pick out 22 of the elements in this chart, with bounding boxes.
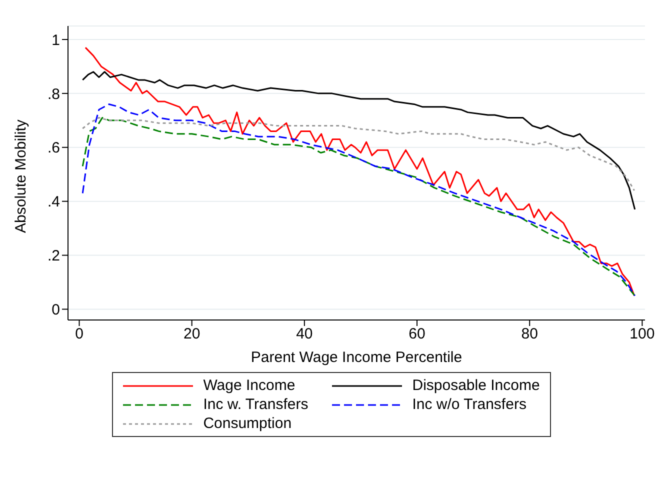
x-tick-label: 100 [630, 326, 655, 343]
legend-label: Consumption [203, 415, 292, 432]
line-series [82, 116, 636, 192]
line-series [84, 46, 636, 296]
y-tick-label: .2 [47, 248, 60, 265]
y-tick-label: .6 [47, 140, 60, 157]
x-tick-label: 40 [296, 326, 313, 343]
y-tick-label: 1 [52, 32, 60, 49]
legend-label: Disposable Income [412, 377, 540, 394]
legend-label: Inc w/o Transfers [412, 396, 526, 413]
x-tick-label: 20 [184, 326, 200, 343]
y-tick-label: 0 [52, 302, 60, 319]
x-tick-label: 60 [408, 326, 426, 343]
y-tick-label: .4 [47, 194, 60, 211]
x-tick-label: 0 [75, 326, 84, 343]
legend-label: Inc w. Transfers [203, 396, 308, 413]
legend-label: Wage Income [203, 377, 296, 394]
x-axis-title: Parent Wage Income Percentile [250, 349, 462, 366]
y-tick-label: .8 [47, 86, 60, 103]
y-axis-title: Absolute Mobility [12, 119, 30, 233]
x-tick-label: 80 [521, 326, 538, 343]
line-series [82, 71, 636, 210]
